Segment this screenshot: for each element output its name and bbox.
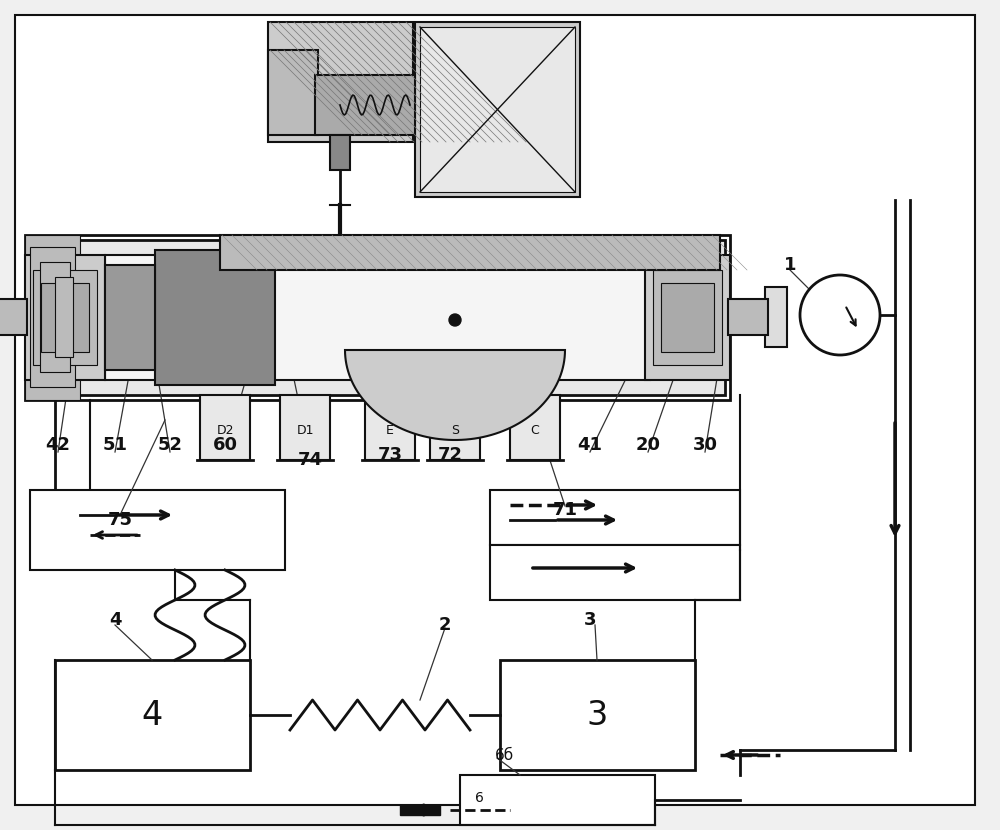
Bar bbox=[490, 545, 740, 600]
Bar bbox=[33, 270, 97, 365]
Bar bbox=[510, 395, 560, 460]
Text: 60: 60 bbox=[212, 436, 238, 454]
Text: 3: 3 bbox=[586, 699, 608, 731]
Bar bbox=[500, 660, 695, 770]
Text: 20: 20 bbox=[636, 436, 660, 454]
Bar bbox=[268, 50, 318, 135]
Bar bbox=[430, 395, 480, 460]
Text: 52: 52 bbox=[158, 436, 182, 454]
Bar bbox=[41, 283, 89, 352]
Bar bbox=[330, 135, 350, 170]
Bar bbox=[30, 240, 725, 395]
Bar bbox=[55, 660, 250, 770]
Bar bbox=[728, 299, 768, 335]
Text: 42: 42 bbox=[46, 436, 70, 454]
Bar bbox=[105, 265, 155, 370]
Text: S: S bbox=[451, 423, 459, 437]
Bar bbox=[25, 235, 730, 400]
Text: 71: 71 bbox=[552, 501, 578, 519]
Bar bbox=[653, 270, 722, 365]
Text: D1: D1 bbox=[296, 423, 314, 437]
Text: C: C bbox=[531, 423, 539, 437]
Bar bbox=[645, 255, 730, 380]
Bar bbox=[55, 277, 73, 357]
Text: 4: 4 bbox=[109, 611, 121, 629]
Bar bbox=[25, 235, 80, 400]
Text: 1: 1 bbox=[784, 256, 796, 274]
Text: D2: D2 bbox=[216, 423, 234, 437]
Text: 2: 2 bbox=[439, 616, 451, 634]
Bar bbox=[200, 395, 250, 460]
Bar bbox=[280, 395, 330, 460]
Bar bbox=[315, 75, 415, 135]
Bar bbox=[0, 299, 27, 335]
Text: 72: 72 bbox=[438, 446, 462, 464]
Bar bbox=[105, 255, 650, 380]
Text: 74: 74 bbox=[298, 451, 322, 469]
Text: 6: 6 bbox=[475, 791, 484, 805]
Bar bbox=[25, 255, 105, 380]
Text: 51: 51 bbox=[103, 436, 128, 454]
Bar bbox=[30, 247, 75, 387]
Text: 3: 3 bbox=[584, 611, 596, 629]
Circle shape bbox=[800, 275, 880, 355]
Bar bbox=[661, 283, 714, 352]
Bar bbox=[268, 22, 413, 142]
Bar bbox=[365, 395, 415, 460]
Bar bbox=[40, 262, 70, 372]
Bar bbox=[155, 250, 275, 385]
Text: 41: 41 bbox=[578, 436, 602, 454]
Bar bbox=[30, 490, 285, 570]
Bar bbox=[415, 22, 580, 197]
Polygon shape bbox=[345, 350, 565, 440]
Text: 4: 4 bbox=[141, 699, 163, 731]
Circle shape bbox=[449, 314, 461, 326]
Bar bbox=[490, 490, 740, 545]
Bar bbox=[765, 287, 787, 347]
Text: 30: 30 bbox=[692, 436, 718, 454]
Text: E: E bbox=[386, 423, 394, 437]
Text: 6б: 6б bbox=[495, 748, 514, 763]
Polygon shape bbox=[400, 805, 440, 815]
Bar bbox=[220, 235, 720, 270]
Text: 75: 75 bbox=[108, 511, 132, 529]
Bar bbox=[460, 775, 655, 825]
Text: 73: 73 bbox=[378, 446, 402, 464]
Bar bbox=[420, 27, 575, 192]
